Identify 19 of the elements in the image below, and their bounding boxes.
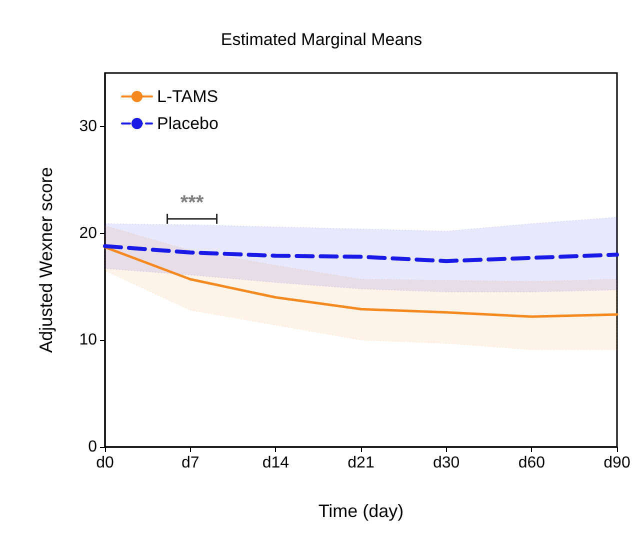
x-tick-label: d14: [262, 454, 290, 472]
x-axis-title: Time (day): [318, 501, 404, 521]
x-tick-label: d21: [348, 454, 374, 472]
x-tick-label: d7: [181, 454, 200, 472]
chart-title: Estimated Marginal Means: [220, 30, 422, 49]
annotation: ***: [180, 192, 204, 214]
y-tick-label: 30: [79, 118, 98, 135]
y-tick-label: 20: [79, 224, 98, 242]
x-tick-label: d90: [604, 454, 630, 472]
legend-label: L-TAMS: [157, 87, 218, 106]
line-series: [104, 246, 618, 318]
y-tick-label: 0: [88, 438, 98, 456]
y-axis-title: Adjusted Wexner score: [36, 167, 56, 353]
x-tick-label: d60: [518, 454, 546, 472]
y-tick-label: 10: [79, 332, 98, 349]
line-series: [103, 244, 619, 264]
x-tick-label: d30: [432, 454, 460, 472]
legend-label: Placebo: [157, 114, 218, 133]
x-tick-label: d0: [96, 454, 114, 472]
